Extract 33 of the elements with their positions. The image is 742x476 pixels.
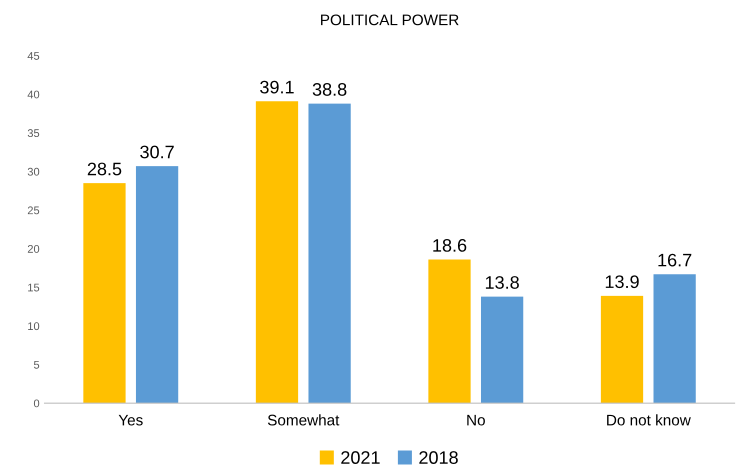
bar bbox=[480, 296, 524, 404]
y-tick-label: 25 bbox=[28, 206, 40, 214]
data-label: 30.7 bbox=[140, 146, 174, 158]
y-tick-label: 20 bbox=[28, 245, 40, 253]
y-tick-label: 5 bbox=[34, 360, 40, 369]
bar bbox=[256, 101, 298, 404]
legend-label: 2021 bbox=[341, 451, 380, 464]
data-label: 18.6 bbox=[433, 239, 466, 252]
data-label: 39.1 bbox=[260, 80, 294, 94]
y-tick-label: 15 bbox=[28, 284, 40, 292]
data-label: 13.8 bbox=[486, 276, 519, 289]
bar bbox=[308, 104, 351, 404]
bar bbox=[600, 296, 644, 404]
bar bbox=[428, 260, 471, 404]
bar bbox=[83, 183, 126, 404]
data-label: 16.7 bbox=[658, 254, 692, 266]
bar bbox=[136, 166, 178, 404]
y-tick-label: 10 bbox=[28, 322, 40, 330]
x-tick-label: No bbox=[467, 414, 485, 426]
legend-label: 2018 bbox=[419, 451, 458, 464]
x-tick-label: Somewhat bbox=[268, 414, 340, 426]
chart-title: POLITICAL POWER bbox=[321, 14, 459, 26]
y-tick-label: 35 bbox=[28, 129, 40, 138]
y-tick-label: 30 bbox=[28, 168, 40, 176]
bar bbox=[654, 274, 696, 404]
y-tick-label: 40 bbox=[28, 90, 40, 98]
y-tick-label: 0 bbox=[34, 399, 40, 408]
data-label: 28.5 bbox=[88, 162, 122, 176]
y-tick-label: 45 bbox=[28, 52, 40, 60]
data-label: 13.9 bbox=[606, 275, 639, 288]
x-tick-label: Yes bbox=[118, 414, 143, 426]
data-label: 38.8 bbox=[312, 83, 346, 96]
x-tick-label: Do not know bbox=[607, 414, 691, 426]
